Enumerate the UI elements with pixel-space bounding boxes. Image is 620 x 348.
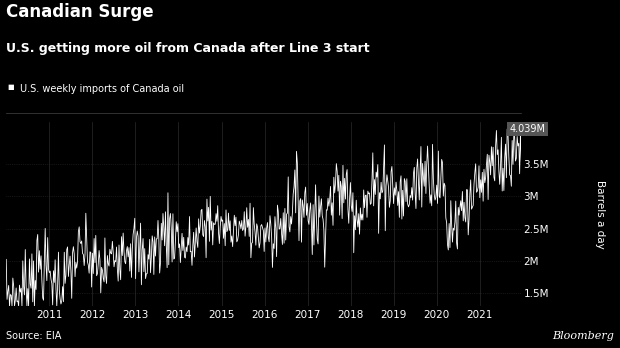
Y-axis label: Barrels a day: Barrels a day bbox=[595, 180, 604, 248]
Text: Canadian Surge: Canadian Surge bbox=[6, 3, 154, 22]
Text: ■: ■ bbox=[7, 84, 14, 89]
Text: 4.039M: 4.039M bbox=[510, 124, 546, 134]
Text: U.S. getting more oil from Canada after Line 3 start: U.S. getting more oil from Canada after … bbox=[6, 42, 370, 55]
Text: Bloomberg: Bloomberg bbox=[552, 331, 614, 341]
Text: U.S. weekly imports of Canada oil: U.S. weekly imports of Canada oil bbox=[20, 84, 184, 94]
Text: Source: EIA: Source: EIA bbox=[6, 331, 61, 341]
